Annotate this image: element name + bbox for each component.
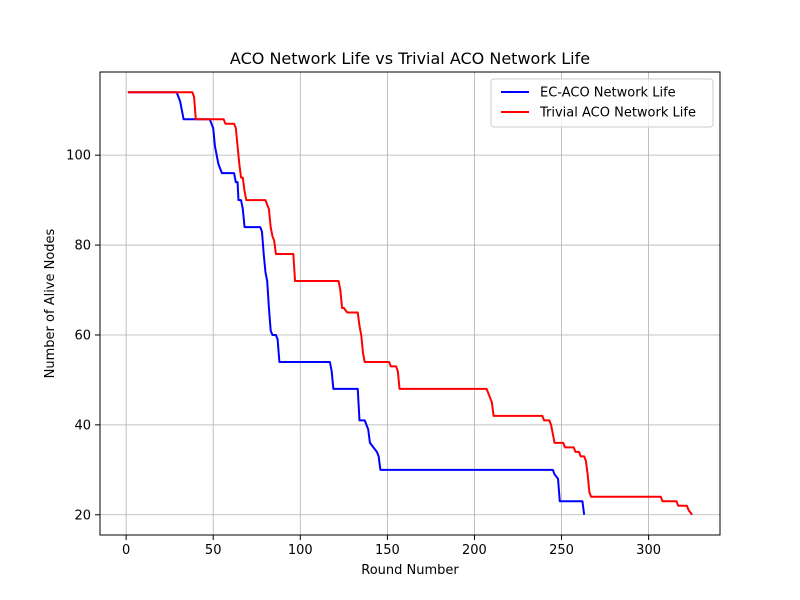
x-tick-label: 50 — [205, 543, 222, 558]
plot-frame — [99, 71, 721, 536]
legend-box — [490, 78, 714, 128]
legend-label-1: Trivial ACO Network Life — [539, 106, 696, 121]
x-tick-label: 100 — [288, 543, 313, 558]
x-tick-label: 150 — [375, 543, 400, 558]
y-tick-label: 60 — [74, 328, 91, 343]
x-axis-label: Round Number — [361, 563, 459, 578]
y-tick-label: 80 — [74, 239, 91, 254]
y-axis-label: Number of Alive Nodes — [43, 228, 58, 378]
x-axis-ticks: 0 50 100 150 200 250 300 — [122, 535, 661, 558]
y-tick-label: 20 — [74, 508, 91, 523]
x-tick-label: 300 — [636, 543, 661, 558]
y-tick-label: 100 — [66, 149, 91, 164]
x-tick-label: 0 — [122, 543, 130, 558]
y-axis-ticks: 20 40 60 80 100 — [66, 149, 100, 523]
x-tick-label: 200 — [462, 543, 487, 558]
grid-lines — [100, 72, 720, 535]
chart-title: ACO Network Life vs Trivial ACO Network … — [230, 49, 590, 68]
series-lines — [127, 91, 693, 516]
series-line-0 — [127, 91, 586, 515]
series-line-1 — [127, 91, 693, 516]
x-tick-label: 250 — [549, 543, 574, 558]
legend: EC-ACO Network Life Trivial ACO Network L… — [490, 78, 714, 128]
y-tick-label: 40 — [74, 418, 91, 433]
legend-label-0: EC-ACO Network Life — [540, 86, 676, 101]
